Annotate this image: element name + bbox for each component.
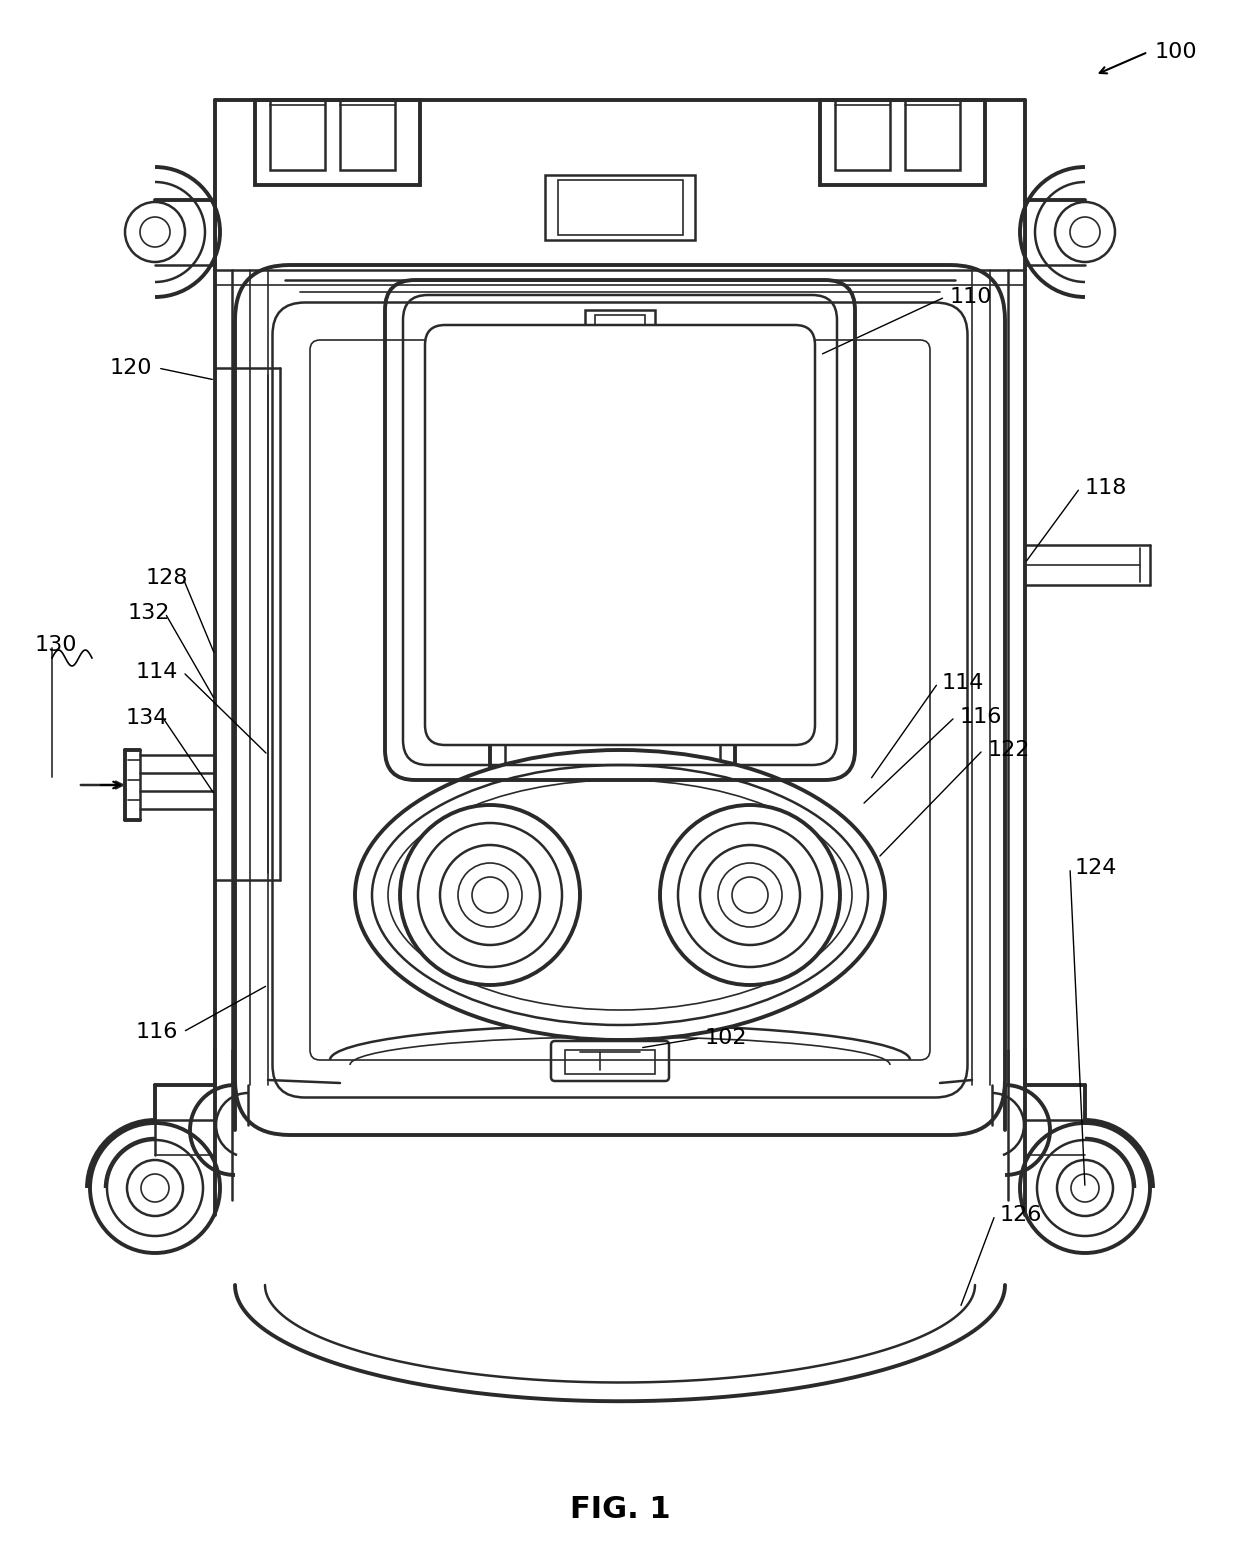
Circle shape <box>467 519 543 596</box>
Text: 110: 110 <box>950 287 992 307</box>
Ellipse shape <box>355 750 885 1041</box>
Text: 118: 118 <box>1085 477 1127 498</box>
Text: 116: 116 <box>135 1022 179 1042</box>
Bar <box>546 349 577 420</box>
Bar <box>595 315 645 335</box>
Text: 124: 124 <box>1075 858 1117 878</box>
Bar <box>635 349 667 420</box>
Circle shape <box>678 824 822 967</box>
Circle shape <box>401 805 580 984</box>
Text: 102: 102 <box>706 1028 748 1048</box>
Bar <box>585 310 655 339</box>
Text: 114: 114 <box>942 672 985 693</box>
Circle shape <box>440 846 539 945</box>
Circle shape <box>522 431 598 505</box>
Text: FIG. 1: FIG. 1 <box>569 1496 671 1524</box>
Circle shape <box>642 431 718 505</box>
Bar <box>500 349 532 420</box>
Circle shape <box>453 505 557 610</box>
Text: 132: 132 <box>128 604 170 622</box>
Circle shape <box>568 587 672 690</box>
Circle shape <box>508 417 613 519</box>
Text: 100: 100 <box>1154 42 1198 62</box>
Text: 128: 128 <box>145 568 188 588</box>
Circle shape <box>718 863 782 927</box>
Bar <box>485 345 755 434</box>
Bar <box>590 349 622 420</box>
Bar <box>835 100 890 170</box>
Text: 114: 114 <box>135 661 179 682</box>
FancyBboxPatch shape <box>425 324 815 746</box>
Circle shape <box>701 846 800 945</box>
Circle shape <box>627 417 732 519</box>
Bar <box>470 340 770 440</box>
Bar <box>820 100 985 186</box>
Text: 120: 120 <box>109 357 153 378</box>
Circle shape <box>458 863 522 927</box>
Ellipse shape <box>372 764 868 1025</box>
Circle shape <box>683 505 787 610</box>
Bar <box>680 349 712 420</box>
Bar <box>905 100 960 170</box>
Text: 130: 130 <box>35 635 77 655</box>
Circle shape <box>418 824 562 967</box>
Circle shape <box>582 601 658 675</box>
Circle shape <box>732 877 768 913</box>
Circle shape <box>697 519 773 596</box>
Text: 126: 126 <box>999 1204 1043 1225</box>
Circle shape <box>472 877 508 913</box>
Bar <box>255 100 420 186</box>
Bar <box>546 175 694 240</box>
Bar <box>340 100 396 170</box>
Bar <box>270 100 325 170</box>
Text: 122: 122 <box>988 739 1030 760</box>
Text: 116: 116 <box>960 707 1002 727</box>
Bar <box>565 1050 655 1073</box>
Circle shape <box>660 805 839 984</box>
Bar <box>558 179 683 236</box>
Text: 134: 134 <box>125 708 167 729</box>
